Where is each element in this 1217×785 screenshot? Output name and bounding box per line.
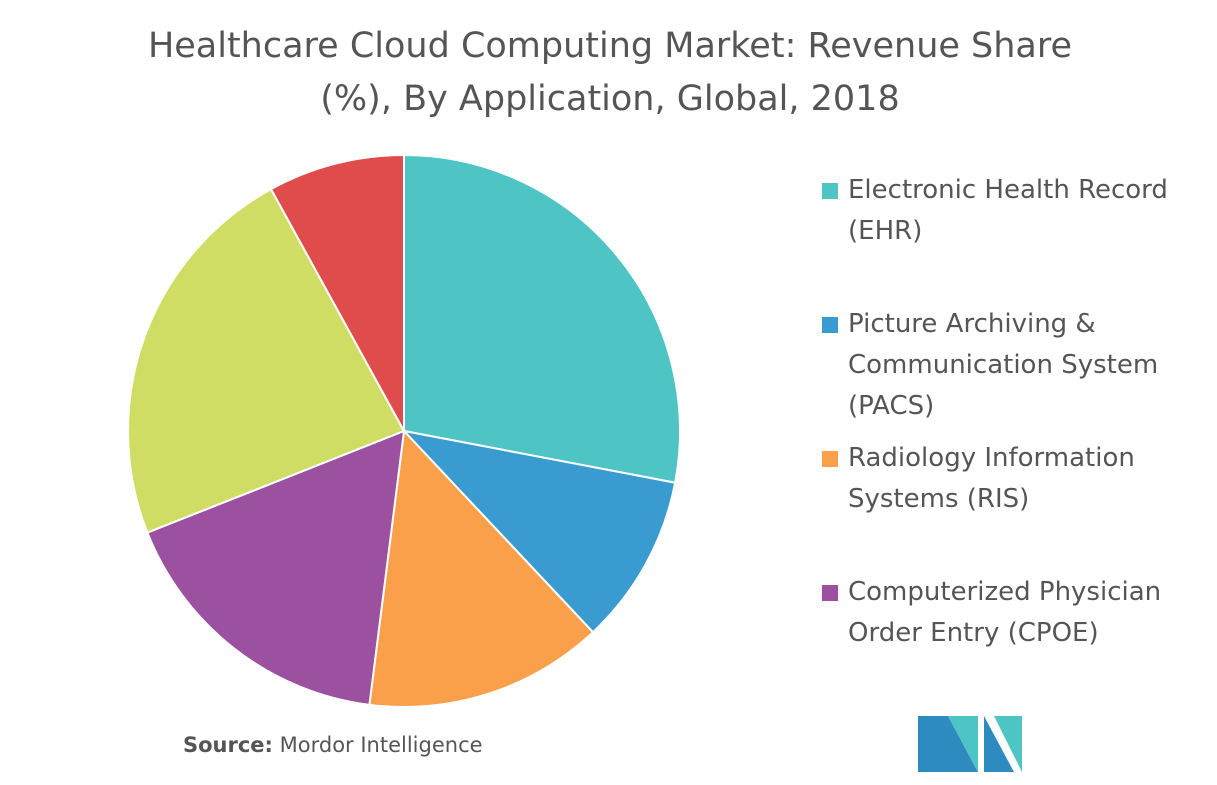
legend-item: Radiology Information Systems (RIS)	[822, 438, 1202, 520]
legend-swatch	[822, 183, 838, 199]
logo	[918, 716, 1022, 772]
source-label: Source:	[183, 733, 273, 757]
legend-item: Electronic Health Record (EHR)	[822, 170, 1202, 252]
legend-swatch	[822, 317, 838, 333]
legend-label: Electronic Health Record (EHR)	[848, 175, 1168, 246]
legend-swatch	[822, 585, 838, 601]
legend-label: Picture Archiving & Communication System…	[848, 309, 1159, 421]
legend-item: Picture Archiving & Communication System…	[822, 304, 1202, 427]
legend-label: Radiology Information Systems (RIS)	[848, 443, 1135, 514]
pie-slice	[127, 187, 406, 534]
legend-label: Computerized Physician Order Entry (CPOE…	[848, 577, 1162, 648]
pie-slice	[403, 153, 681, 484]
legend-item: Computerized Physician Order Entry (CPOE…	[822, 572, 1202, 654]
chart-title: Healthcare Cloud Computing Market: Reven…	[147, 26, 1073, 119]
legend-swatch	[822, 451, 838, 467]
source-text: Mordor Intelligence	[279, 733, 483, 757]
pie-slice	[269, 153, 405, 432]
pie-slice	[368, 428, 595, 708]
pie-slice	[401, 429, 677, 634]
pie-slice	[146, 429, 406, 706]
source: Source: Mordor Intelligence	[183, 733, 483, 757]
